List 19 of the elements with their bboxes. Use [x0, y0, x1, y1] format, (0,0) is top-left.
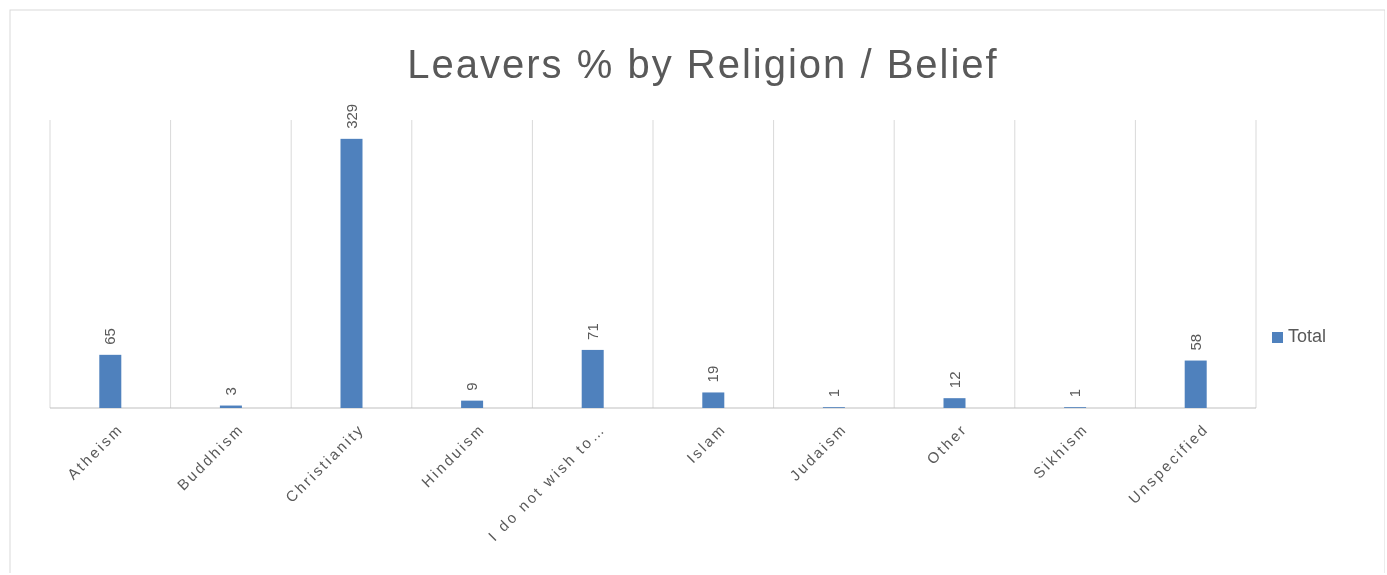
bar — [1184, 360, 1207, 408]
data-label: 1 — [1066, 388, 1084, 398]
data-label: 329 — [342, 103, 360, 129]
data-label: 65 — [101, 328, 119, 345]
data-label: 1 — [824, 388, 842, 398]
data-label: 58 — [1186, 333, 1204, 351]
bar — [99, 354, 122, 408]
chart-title: Leavers % by Religion / Belief — [407, 42, 999, 86]
bar — [461, 400, 484, 408]
bar — [702, 392, 725, 408]
data-label: 9 — [463, 382, 481, 391]
data-label: 3 — [221, 387, 239, 396]
legend-label: Total — [1288, 326, 1327, 346]
data-label: 12 — [945, 371, 963, 389]
data-label: 19 — [704, 365, 722, 383]
bar — [943, 398, 966, 408]
bar — [340, 138, 363, 408]
bar — [581, 349, 604, 408]
data-label: 71 — [583, 323, 601, 340]
